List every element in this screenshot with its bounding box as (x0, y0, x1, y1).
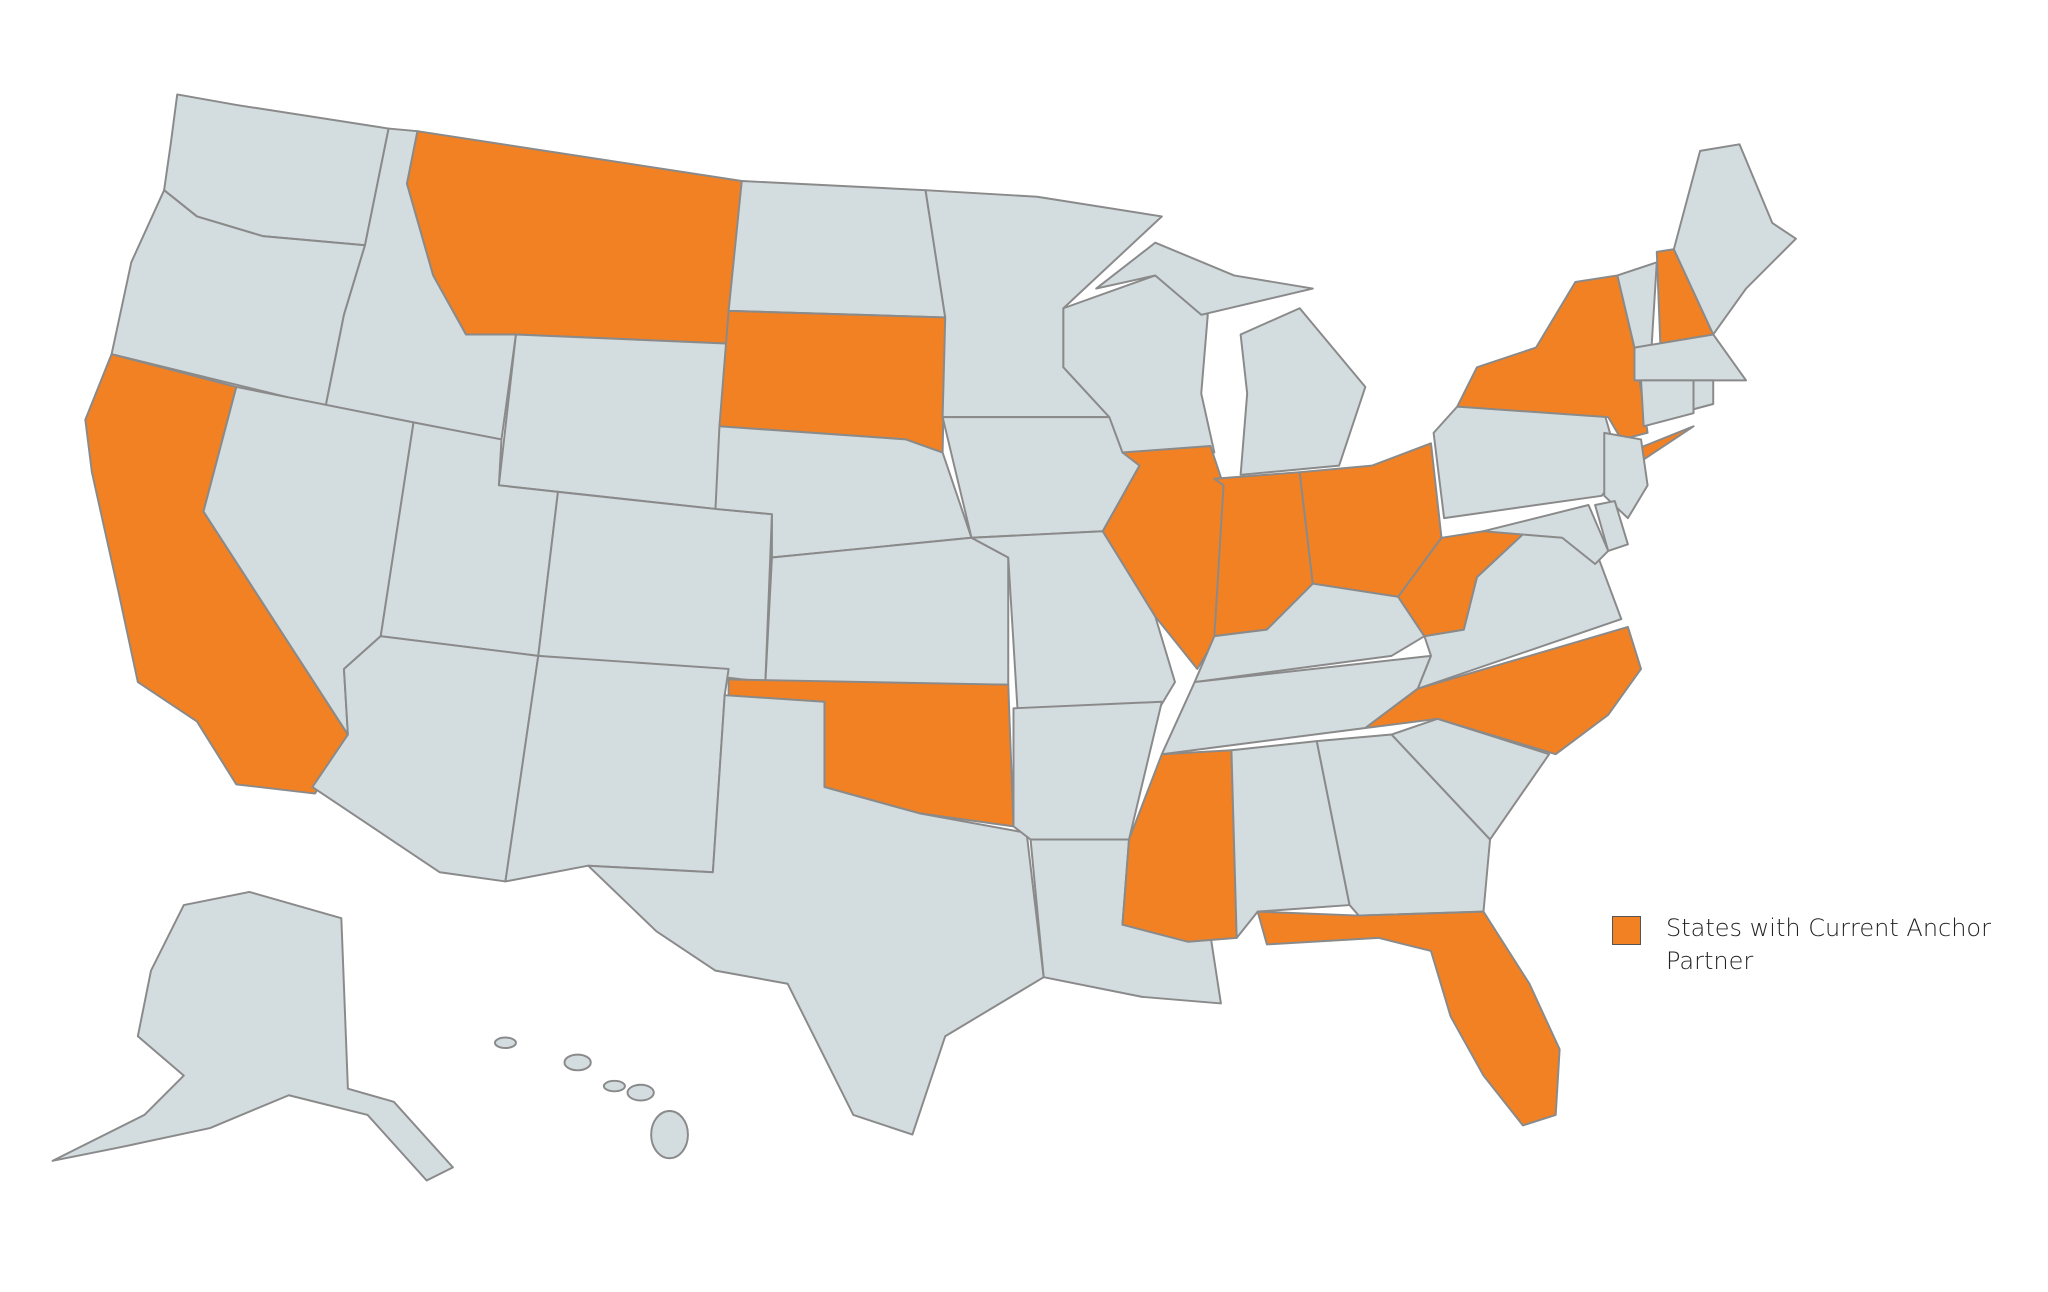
state-md (1482, 504, 1610, 566)
state-ak (51, 890, 454, 1182)
state-ct (1640, 379, 1695, 428)
state-co (537, 490, 773, 684)
state-nm (504, 654, 730, 883)
state-nc (1364, 625, 1643, 756)
state-hi (563, 1053, 592, 1072)
state-pa (1432, 403, 1623, 520)
state-hi (626, 1083, 655, 1102)
state-ma (1633, 333, 1748, 382)
state-mt (405, 130, 743, 345)
state-hi (650, 1110, 689, 1160)
state-hi (493, 1036, 517, 1050)
state-tx (587, 694, 1045, 1136)
state-ks (764, 536, 1010, 686)
state-il (1101, 444, 1225, 670)
state-sc (1390, 717, 1551, 841)
state-nj (1603, 431, 1649, 520)
state-fl (1256, 910, 1561, 1127)
state-mi (1239, 307, 1367, 476)
state-hi (602, 1079, 626, 1093)
state-al (1230, 740, 1351, 939)
legend-label: States with Current Anchor Partner (1666, 914, 1991, 975)
legend-swatch-anchor-partner (1612, 916, 1641, 945)
state-me (1672, 143, 1797, 336)
state-ri (1692, 379, 1715, 411)
state-de (1594, 500, 1629, 552)
state-wy (497, 333, 730, 510)
legend: States with Current Anchor Partner (1612, 912, 2026, 978)
state-mi (1095, 241, 1314, 316)
state-nd (727, 180, 947, 319)
state-az (311, 635, 540, 883)
